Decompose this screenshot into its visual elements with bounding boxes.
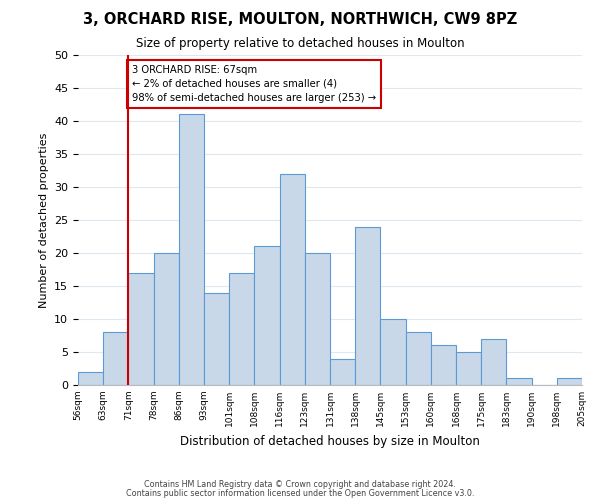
Bar <box>229 273 254 385</box>
X-axis label: Distribution of detached houses by size in Moulton: Distribution of detached houses by size … <box>180 434 480 448</box>
Bar <box>179 114 204 385</box>
Bar <box>330 358 355 385</box>
Bar <box>355 226 380 385</box>
Bar <box>557 378 582 385</box>
Bar <box>506 378 532 385</box>
Bar <box>406 332 431 385</box>
Bar <box>280 174 305 385</box>
Bar <box>254 246 280 385</box>
Bar <box>78 372 103 385</box>
Text: Contains HM Land Registry data © Crown copyright and database right 2024.: Contains HM Land Registry data © Crown c… <box>144 480 456 489</box>
Bar <box>103 332 128 385</box>
Text: Size of property relative to detached houses in Moulton: Size of property relative to detached ho… <box>136 38 464 51</box>
Bar <box>305 253 330 385</box>
Text: Contains public sector information licensed under the Open Government Licence v3: Contains public sector information licen… <box>126 489 474 498</box>
Bar <box>128 273 154 385</box>
Bar <box>204 292 229 385</box>
Bar <box>481 339 506 385</box>
Bar <box>380 319 406 385</box>
Bar <box>154 253 179 385</box>
Bar <box>431 346 456 385</box>
Bar <box>456 352 481 385</box>
Y-axis label: Number of detached properties: Number of detached properties <box>38 132 49 308</box>
Text: 3, ORCHARD RISE, MOULTON, NORTHWICH, CW9 8PZ: 3, ORCHARD RISE, MOULTON, NORTHWICH, CW9… <box>83 12 517 28</box>
Text: 3 ORCHARD RISE: 67sqm
← 2% of detached houses are smaller (4)
98% of semi-detach: 3 ORCHARD RISE: 67sqm ← 2% of detached h… <box>132 65 376 103</box>
